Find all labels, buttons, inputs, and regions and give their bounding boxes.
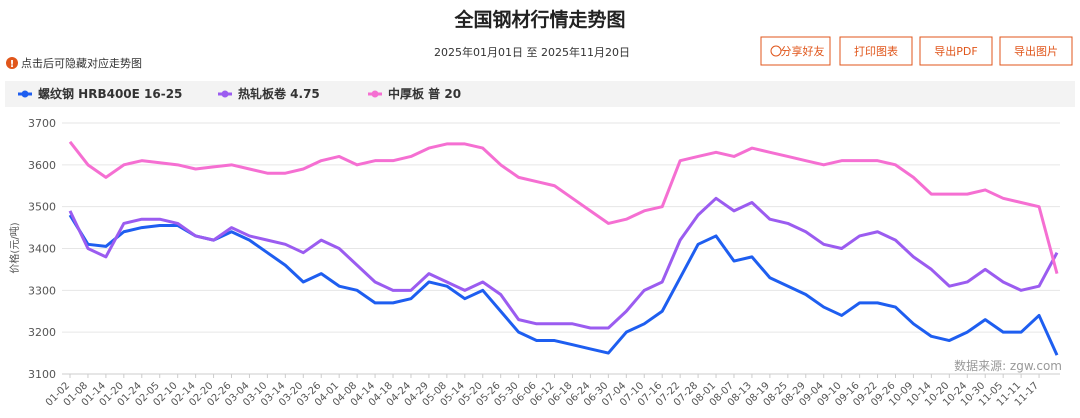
legend-label[interactable]: 中厚板 普 20 xyxy=(388,86,461,101)
y-tick-label: 3400 xyxy=(28,243,56,256)
y-axis-label: 价格(元/吨) xyxy=(8,222,21,273)
toolbar-button-label[interactable]: 导出图片 xyxy=(1014,44,1058,58)
y-tick-label: 3500 xyxy=(28,201,56,214)
y-tick-label: 3300 xyxy=(28,284,56,297)
legend-dot[interactable] xyxy=(21,90,29,98)
hint-icon-mark: ! xyxy=(10,59,15,70)
series-line xyxy=(68,140,1059,274)
toolbar-button[interactable] xyxy=(760,36,831,66)
series-line xyxy=(68,214,1059,356)
hint-icon xyxy=(6,57,18,69)
y-tick-label: 3100 xyxy=(28,368,56,381)
legend-label[interactable]: 螺纹钢 HRB400E 16-25 xyxy=(38,86,182,101)
hint: 点击后可隐藏对应走势图 xyxy=(21,56,142,70)
legend-dot[interactable] xyxy=(221,90,229,98)
date-range: 2025年01月01日 至 2025年11月20日 xyxy=(434,45,630,59)
toolbar-button-label[interactable]: 分享好友 xyxy=(781,44,825,58)
toolbar-button-label[interactable]: 打印图表 xyxy=(854,44,898,58)
share-icon xyxy=(770,45,782,57)
toolbar-button-label[interactable]: 导出PDF xyxy=(934,44,977,58)
y-tick-label: 3700 xyxy=(28,117,56,130)
legend-bar xyxy=(5,81,1075,107)
toolbar-button[interactable] xyxy=(999,36,1073,66)
source: 数据来源: zgw.com xyxy=(954,358,1062,373)
series-line xyxy=(68,196,1059,330)
toolbar-button[interactable] xyxy=(839,36,913,66)
legend-dot[interactable] xyxy=(371,90,379,98)
y-tick-label: 3200 xyxy=(28,326,56,339)
y-tick-label: 3600 xyxy=(28,159,56,172)
legend-label[interactable]: 热轧板卷 4.75 xyxy=(238,86,320,101)
toolbar-button[interactable] xyxy=(919,36,993,66)
chart-title: 全国钢材行情走势图 xyxy=(453,8,625,31)
